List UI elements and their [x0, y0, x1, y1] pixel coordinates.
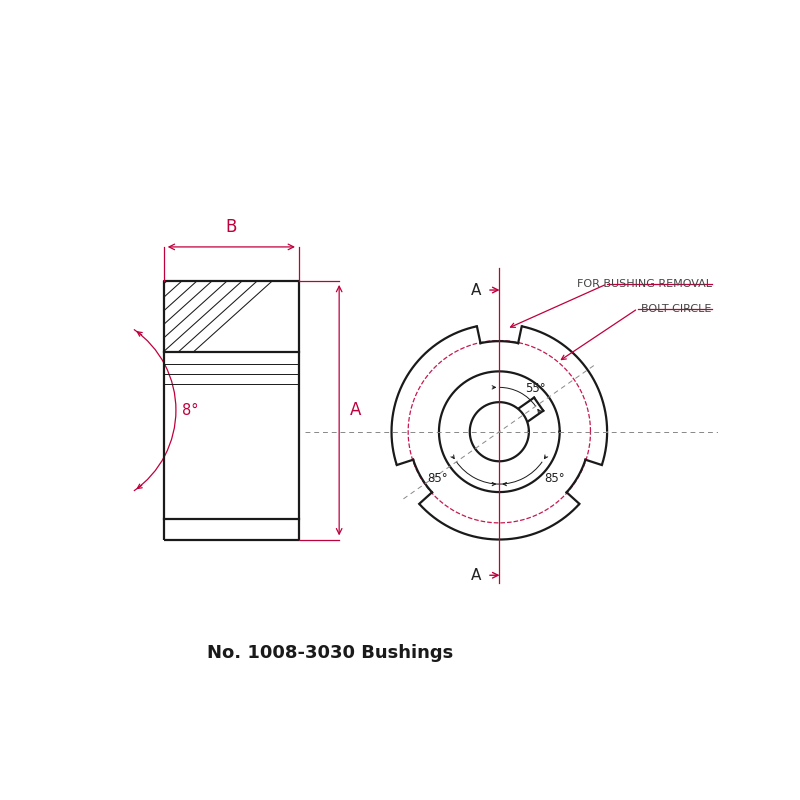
Text: 8°: 8° [182, 402, 198, 418]
Text: 85°: 85° [545, 472, 565, 485]
Text: A: A [350, 401, 362, 419]
Text: FOR BUSHING REMOVAL: FOR BUSHING REMOVAL [577, 279, 712, 289]
Text: 85°: 85° [427, 472, 448, 485]
Text: A: A [470, 568, 481, 582]
Text: A: A [470, 282, 481, 298]
Text: No. 1008-3030 Bushings: No. 1008-3030 Bushings [206, 645, 453, 662]
Text: B: B [226, 218, 237, 236]
Text: BOLT CIRCLE: BOLT CIRCLE [642, 303, 712, 314]
Text: 55°: 55° [525, 382, 546, 394]
